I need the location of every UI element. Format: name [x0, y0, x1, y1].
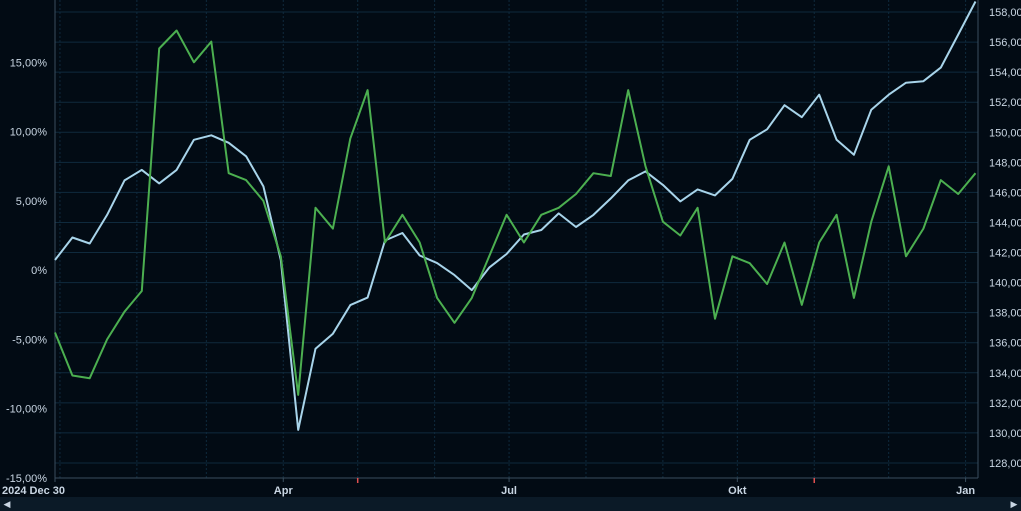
right-axis-tick-label: 148,00 — [989, 157, 1021, 169]
x-axis-tick-label: Okt — [728, 485, 747, 497]
right-axis-tick-label: 136,00 — [989, 338, 1021, 350]
right-axis-tick-labels: 128,00 130,00 132,00 134,00 136,00 138,00 140,… — [989, 7, 1021, 470]
right-axis-tick-label: 156,00 — [989, 37, 1021, 49]
left-axis-tick-label: 10,00% — [10, 127, 48, 139]
left-axis-tick-label: -15,00% — [6, 473, 47, 485]
series-line-2[interactable] — [54, 29, 977, 396]
left-axis-tick-label: 15,00% — [10, 57, 48, 69]
x-axis-tick-label: Jan — [956, 485, 975, 497]
series-lines[interactable] — [54, 1, 977, 431]
scroll-left-arrow-icon[interactable]: ◀ — [3, 499, 11, 509]
event-markers — [356, 478, 815, 483]
right-axis-tick-label: 146,00 — [989, 187, 1021, 199]
right-axis-tick-label: 142,00 — [989, 248, 1021, 260]
chart[interactable]: -15,00%-10,00%-5,00%0%5,00%10,00%15,00% … — [0, 0, 1021, 497]
left-axis-tick-labels: -15,00% -10,00% -5,00% 0% 5,00% 10,00% 15,00% — [6, 57, 47, 485]
right-axis-tick-label: 134,00 — [989, 368, 1021, 380]
gridlines — [55, 0, 978, 478]
x-axis-tick-labels: 2024 Dec 30 Apr Jul Okt Jan — [2, 478, 975, 497]
right-axis-tick-label: 144,00 — [989, 217, 1021, 229]
series-line-1[interactable] — [54, 1, 977, 431]
right-axis-tick-label: 130,00 — [989, 428, 1021, 440]
right-axis-tick-label: 128,00 — [989, 458, 1021, 470]
left-axis-tick-label: 5,00% — [16, 196, 47, 208]
axes — [54, 0, 979, 479]
right-axis-tick-label: 154,00 — [989, 67, 1021, 79]
left-axis-tick-label: -5,00% — [12, 334, 47, 346]
right-axis-tick-label: 132,00 — [989, 398, 1021, 410]
time-scrollbar[interactable]: ◀ ▶ — [0, 497, 1021, 511]
x-axis-tick-label: 2024 Dec 30 — [2, 485, 65, 497]
right-axis-tick-label: 140,00 — [989, 278, 1021, 290]
right-axis-tick-label: 138,00 — [989, 308, 1021, 320]
left-axis-tick-label: 0% — [31, 265, 47, 277]
left-axis-tick-label: -10,00% — [6, 404, 47, 416]
x-axis-tick-label: Apr — [274, 485, 294, 497]
right-axis-tick-label: 152,00 — [989, 97, 1021, 109]
right-axis-tick-label: 150,00 — [989, 127, 1021, 139]
x-axis-tick-label: Jul — [501, 485, 517, 497]
right-axis-tick-label: 158,00 — [989, 7, 1021, 19]
scroll-right-arrow-icon[interactable]: ▶ — [1010, 499, 1018, 509]
